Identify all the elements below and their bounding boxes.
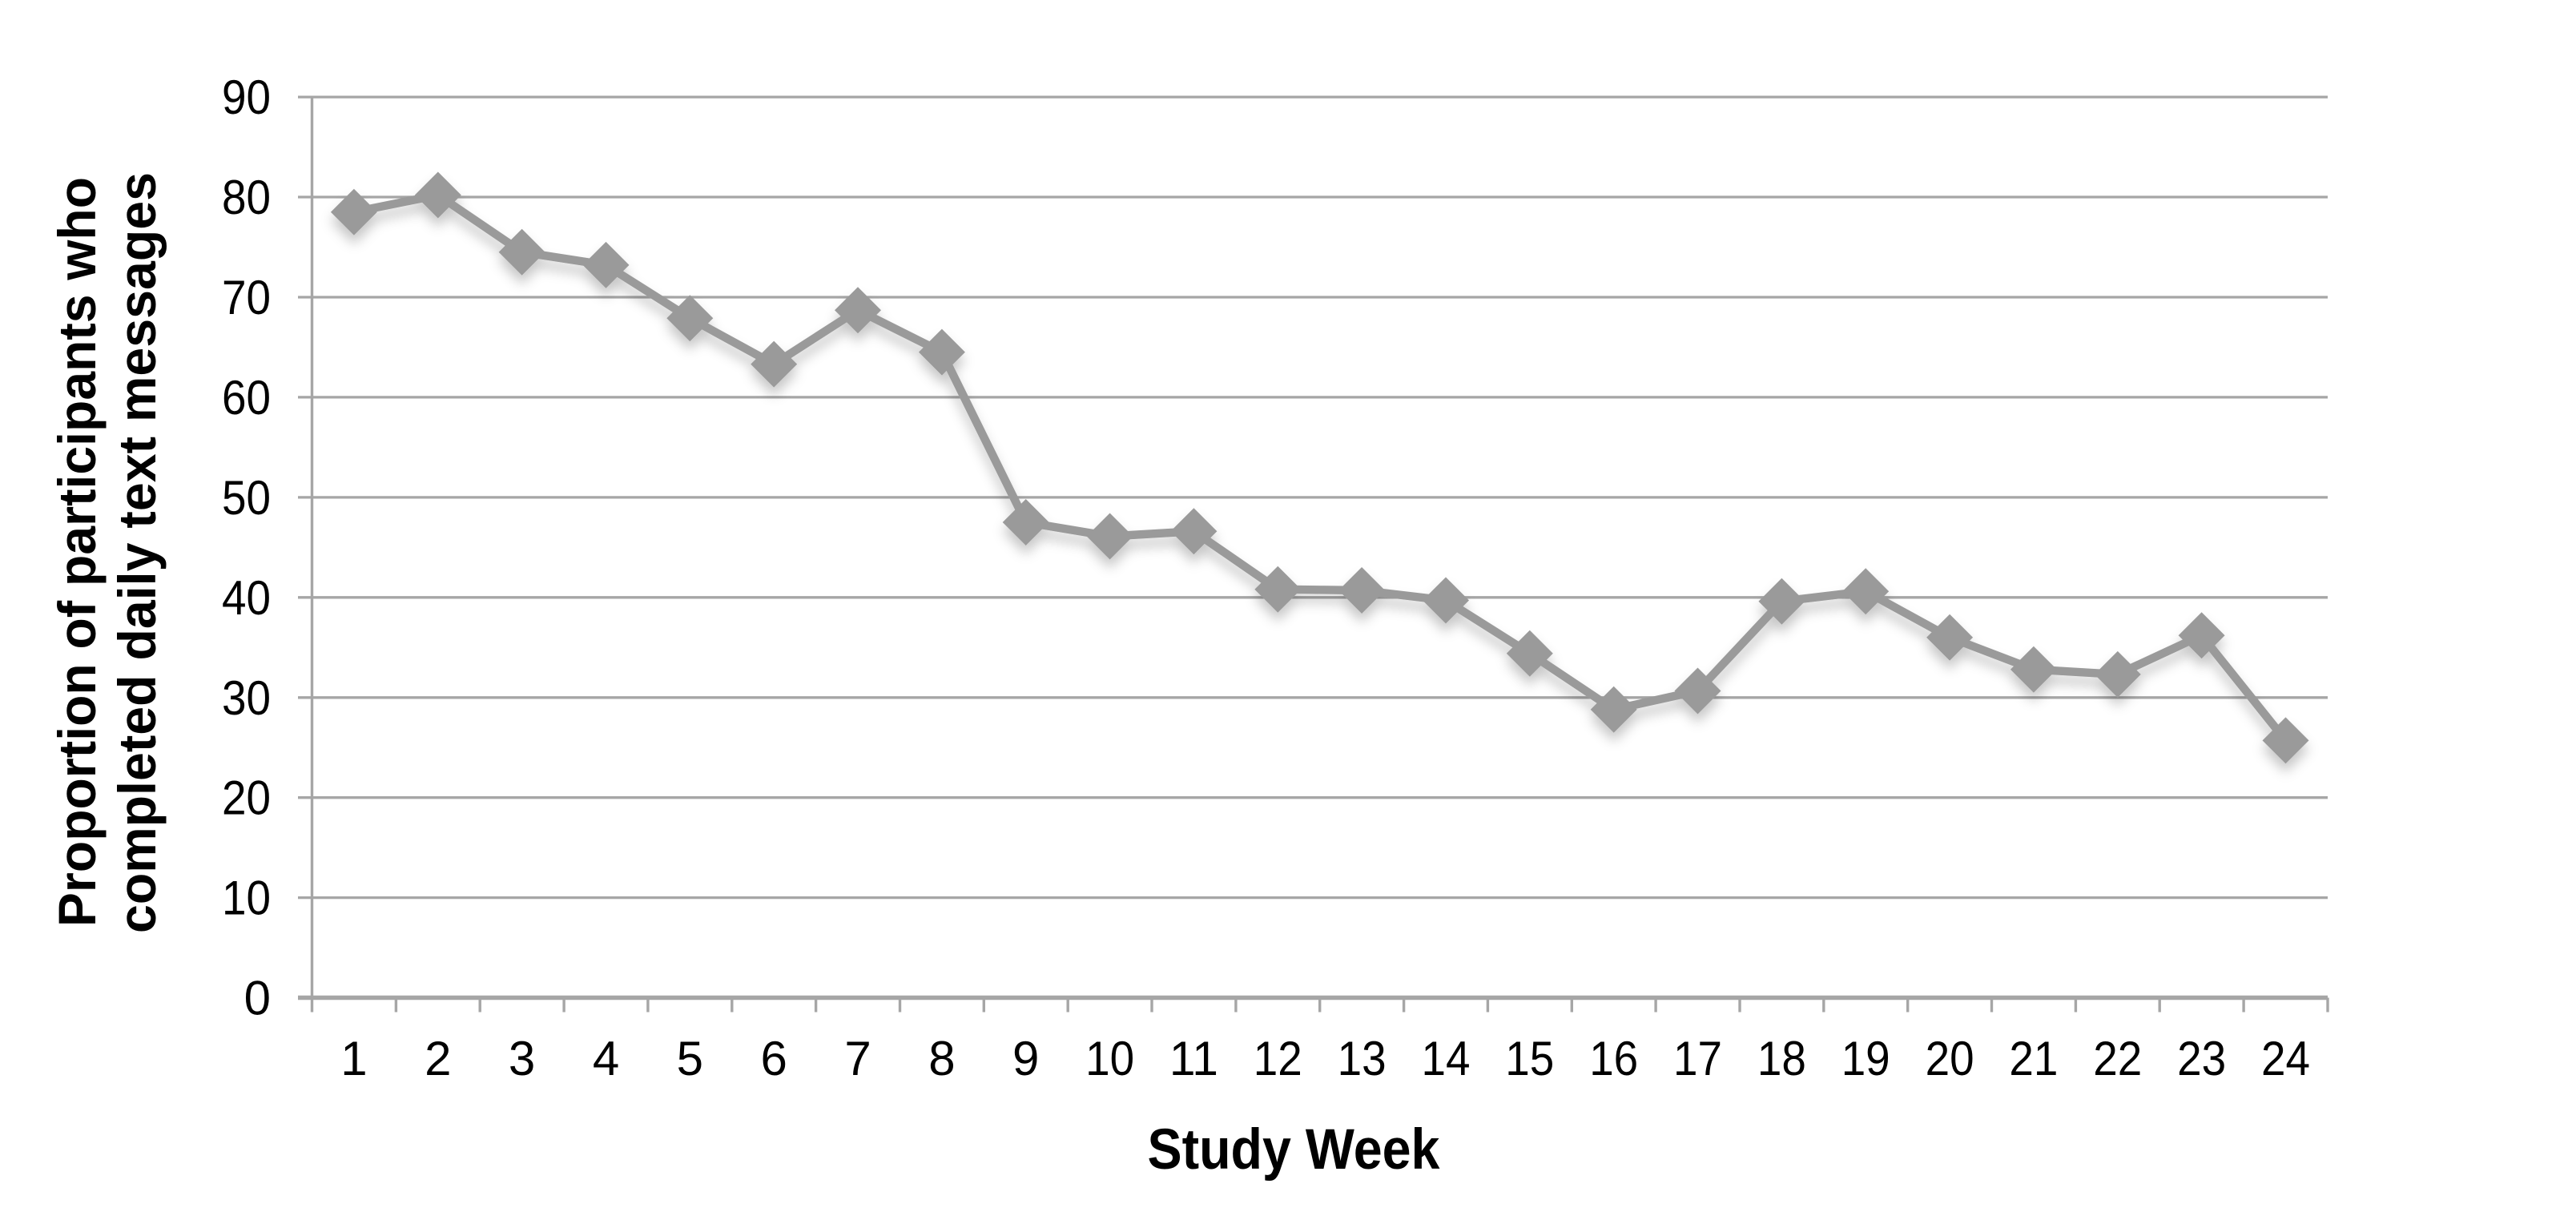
svg-text:0: 0 xyxy=(244,972,271,1025)
svg-text:17: 17 xyxy=(1673,1032,1722,1085)
svg-text:13: 13 xyxy=(1338,1032,1387,1085)
svg-text:21: 21 xyxy=(2009,1032,2058,1085)
svg-text:completed daily text messages: completed daily text messages xyxy=(107,172,167,933)
svg-text:60: 60 xyxy=(222,371,271,425)
svg-text:3: 3 xyxy=(509,1032,535,1085)
svg-text:24: 24 xyxy=(2261,1032,2310,1085)
svg-text:20: 20 xyxy=(222,771,271,825)
svg-text:11: 11 xyxy=(1169,1032,1218,1085)
svg-text:2: 2 xyxy=(425,1032,451,1085)
svg-text:16: 16 xyxy=(1589,1032,1638,1085)
svg-text:5: 5 xyxy=(677,1032,703,1085)
svg-text:7: 7 xyxy=(844,1032,871,1085)
svg-text:12: 12 xyxy=(1254,1032,1302,1085)
svg-text:22: 22 xyxy=(2093,1032,2142,1085)
svg-text:10: 10 xyxy=(1085,1032,1134,1085)
svg-text:Proportion of participants who: Proportion of participants who xyxy=(47,177,107,927)
svg-text:23: 23 xyxy=(2177,1032,2226,1085)
svg-text:80: 80 xyxy=(222,171,271,224)
svg-text:8: 8 xyxy=(928,1032,955,1085)
svg-text:19: 19 xyxy=(1841,1032,1890,1085)
svg-text:40: 40 xyxy=(222,571,271,625)
svg-text:70: 70 xyxy=(222,271,271,324)
svg-text:10: 10 xyxy=(222,872,271,925)
svg-text:6: 6 xyxy=(761,1032,787,1085)
svg-text:18: 18 xyxy=(1757,1032,1806,1085)
svg-text:1: 1 xyxy=(340,1032,367,1085)
svg-text:9: 9 xyxy=(1012,1032,1039,1085)
svg-text:15: 15 xyxy=(1505,1032,1554,1085)
svg-text:4: 4 xyxy=(593,1032,619,1085)
svg-text:90: 90 xyxy=(222,70,271,124)
svg-text:20: 20 xyxy=(1926,1032,1974,1085)
svg-text:Study Week: Study Week xyxy=(1148,1118,1440,1182)
svg-text:30: 30 xyxy=(222,671,271,725)
svg-text:14: 14 xyxy=(1422,1032,1471,1085)
svg-text:50: 50 xyxy=(222,471,271,525)
